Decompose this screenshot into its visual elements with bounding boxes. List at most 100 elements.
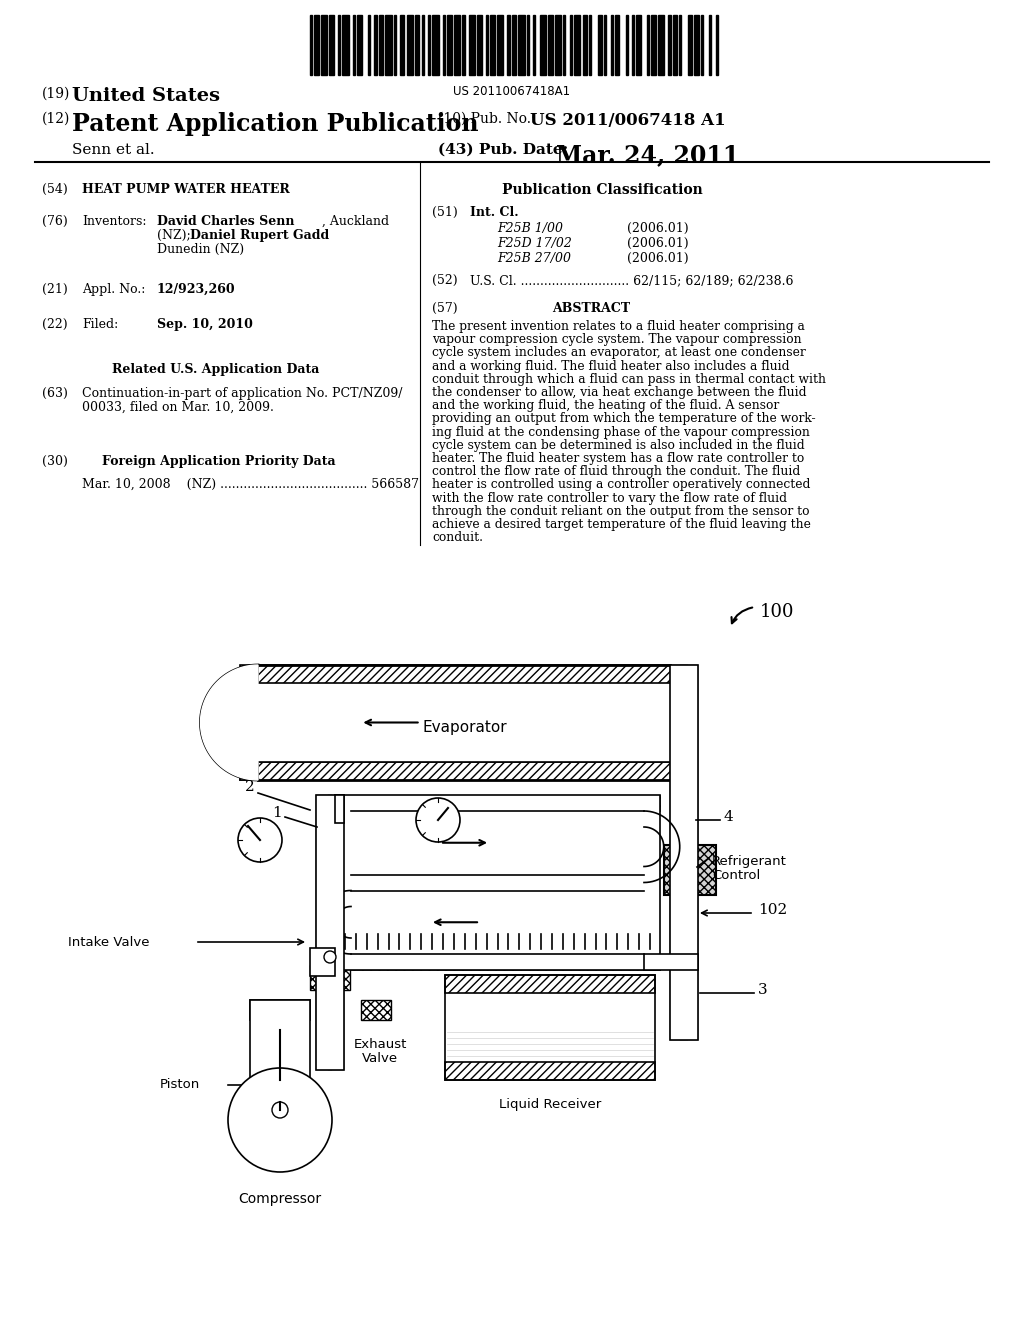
Bar <box>446 1044 654 1078</box>
Text: (63): (63) <box>42 387 68 400</box>
Text: and the working fluid, the heating of the fluid. A sensor: and the working fluid, the heating of th… <box>432 399 779 412</box>
Text: (22): (22) <box>42 318 68 331</box>
Text: providing an output from which the temperature of the work-: providing an output from which the tempe… <box>432 412 816 425</box>
Text: (51): (51) <box>432 206 458 219</box>
Text: Mar. 10, 2008    (NZ) ...................................... 566587: Mar. 10, 2008 (NZ) .....................… <box>82 478 419 491</box>
Bar <box>477 15 481 75</box>
Bar <box>598 15 602 75</box>
Text: Foreign Application Priority Data: Foreign Application Priority Data <box>102 455 336 469</box>
Text: Valve: Valve <box>361 1052 398 1065</box>
Bar <box>583 15 587 75</box>
Text: through the conduit reliant on the output from the sensor to: through the conduit reliant on the outpu… <box>432 504 810 517</box>
Bar <box>673 15 677 75</box>
Text: heater. The fluid heater system has a flow rate controller to: heater. The fluid heater system has a fl… <box>432 451 804 465</box>
Circle shape <box>272 1102 288 1118</box>
Text: (43) Pub. Date:: (43) Pub. Date: <box>438 143 568 157</box>
Text: Appl. No.:: Appl. No.: <box>82 282 145 296</box>
Text: F25B 27/00: F25B 27/00 <box>497 252 571 265</box>
Bar <box>445 1063 655 1080</box>
Bar <box>357 15 361 75</box>
Text: (2006.01): (2006.01) <box>627 222 688 235</box>
Text: Dunedin (NZ): Dunedin (NZ) <box>157 243 244 256</box>
Circle shape <box>228 1068 332 1172</box>
Text: 4: 4 <box>724 810 734 824</box>
Text: (52): (52) <box>432 275 458 286</box>
Bar <box>310 948 335 975</box>
Bar <box>335 795 660 810</box>
Bar <box>240 665 670 682</box>
Text: ing fluid at the condensing phase of the vapour compression: ing fluid at the condensing phase of the… <box>432 425 810 438</box>
Bar <box>342 15 348 75</box>
Bar <box>393 15 396 75</box>
Bar <box>310 15 312 75</box>
Bar <box>626 15 628 75</box>
Text: Piston: Piston <box>160 1078 200 1092</box>
Bar <box>258 665 672 682</box>
Bar <box>250 1080 310 1096</box>
Text: Intake Valve: Intake Valve <box>69 936 150 949</box>
Bar <box>314 15 318 75</box>
Text: Patent Application Publication: Patent Application Publication <box>72 112 478 136</box>
Bar <box>636 15 641 75</box>
Bar <box>447 15 452 75</box>
Bar <box>422 15 424 75</box>
Text: Refrigerant: Refrigerant <box>712 855 786 869</box>
Bar <box>700 15 702 75</box>
Bar <box>328 795 344 1071</box>
Bar <box>415 15 420 75</box>
Bar <box>469 15 475 75</box>
Text: (2006.01): (2006.01) <box>627 252 688 265</box>
Text: Inventors:: Inventors: <box>82 215 146 228</box>
Text: conduit.: conduit. <box>432 531 483 544</box>
Bar <box>632 15 634 75</box>
Bar <box>258 682 670 762</box>
Bar <box>614 15 620 75</box>
Circle shape <box>324 950 336 964</box>
Polygon shape <box>201 665 258 780</box>
Text: David Charles Senn: David Charles Senn <box>157 215 295 228</box>
Bar <box>644 954 698 970</box>
Text: (21): (21) <box>42 282 68 296</box>
Text: F25B 1/00: F25B 1/00 <box>497 222 563 235</box>
Text: The present invention relates to a fluid heater comprising a: The present invention relates to a fluid… <box>432 319 805 333</box>
Text: U.S. Cl. ............................ 62/115; 62/189; 62/238.6: U.S. Cl. ............................ 62… <box>470 275 794 286</box>
Bar <box>240 682 258 780</box>
Text: , Auckland: , Auckland <box>322 215 389 228</box>
Bar <box>670 665 688 1040</box>
Bar <box>443 15 445 75</box>
Text: (NZ);: (NZ); <box>157 228 190 242</box>
Bar <box>647 15 649 75</box>
Bar <box>335 807 344 822</box>
Text: 1: 1 <box>272 807 282 820</box>
Text: US 2011/0067418 A1: US 2011/0067418 A1 <box>530 112 726 129</box>
Text: Liquid Receiver: Liquid Receiver <box>499 1098 601 1111</box>
Bar <box>385 15 391 75</box>
Text: conduit through which a fluid can pass in thermal contact with: conduit through which a fluid can pass i… <box>432 372 826 385</box>
Text: the condenser to allow, via heat exchange between the fluid: the condenser to allow, via heat exchang… <box>432 385 807 399</box>
Bar <box>518 15 524 75</box>
Text: 12/923,260: 12/923,260 <box>157 282 236 296</box>
Bar <box>710 15 712 75</box>
Text: heater is controlled using a controller operatively connected: heater is controlled using a controller … <box>432 478 810 491</box>
Bar <box>432 15 439 75</box>
Text: Control: Control <box>712 869 760 882</box>
Polygon shape <box>201 665 258 780</box>
Text: HEAT PUMP WATER HEATER: HEAT PUMP WATER HEATER <box>82 183 290 195</box>
Text: Related U.S. Application Data: Related U.S. Application Data <box>112 363 319 376</box>
Text: (19): (19) <box>42 87 71 102</box>
Text: Mar. 24, 2011: Mar. 24, 2011 <box>556 143 739 168</box>
Text: (30): (30) <box>42 455 68 469</box>
Bar <box>361 1001 391 1020</box>
Text: US 20110067418A1: US 20110067418A1 <box>454 84 570 98</box>
Bar <box>445 975 655 993</box>
Bar <box>555 15 561 75</box>
Bar <box>454 15 460 75</box>
Bar <box>400 15 404 75</box>
Text: F25D 17/02: F25D 17/02 <box>497 238 571 249</box>
Bar <box>512 15 516 75</box>
Bar <box>428 15 430 75</box>
Bar <box>330 15 334 75</box>
Bar <box>310 965 350 990</box>
Bar <box>688 15 692 75</box>
Text: Continuation-in-part of application No. PCT/NZ09/: Continuation-in-part of application No. … <box>82 387 402 400</box>
